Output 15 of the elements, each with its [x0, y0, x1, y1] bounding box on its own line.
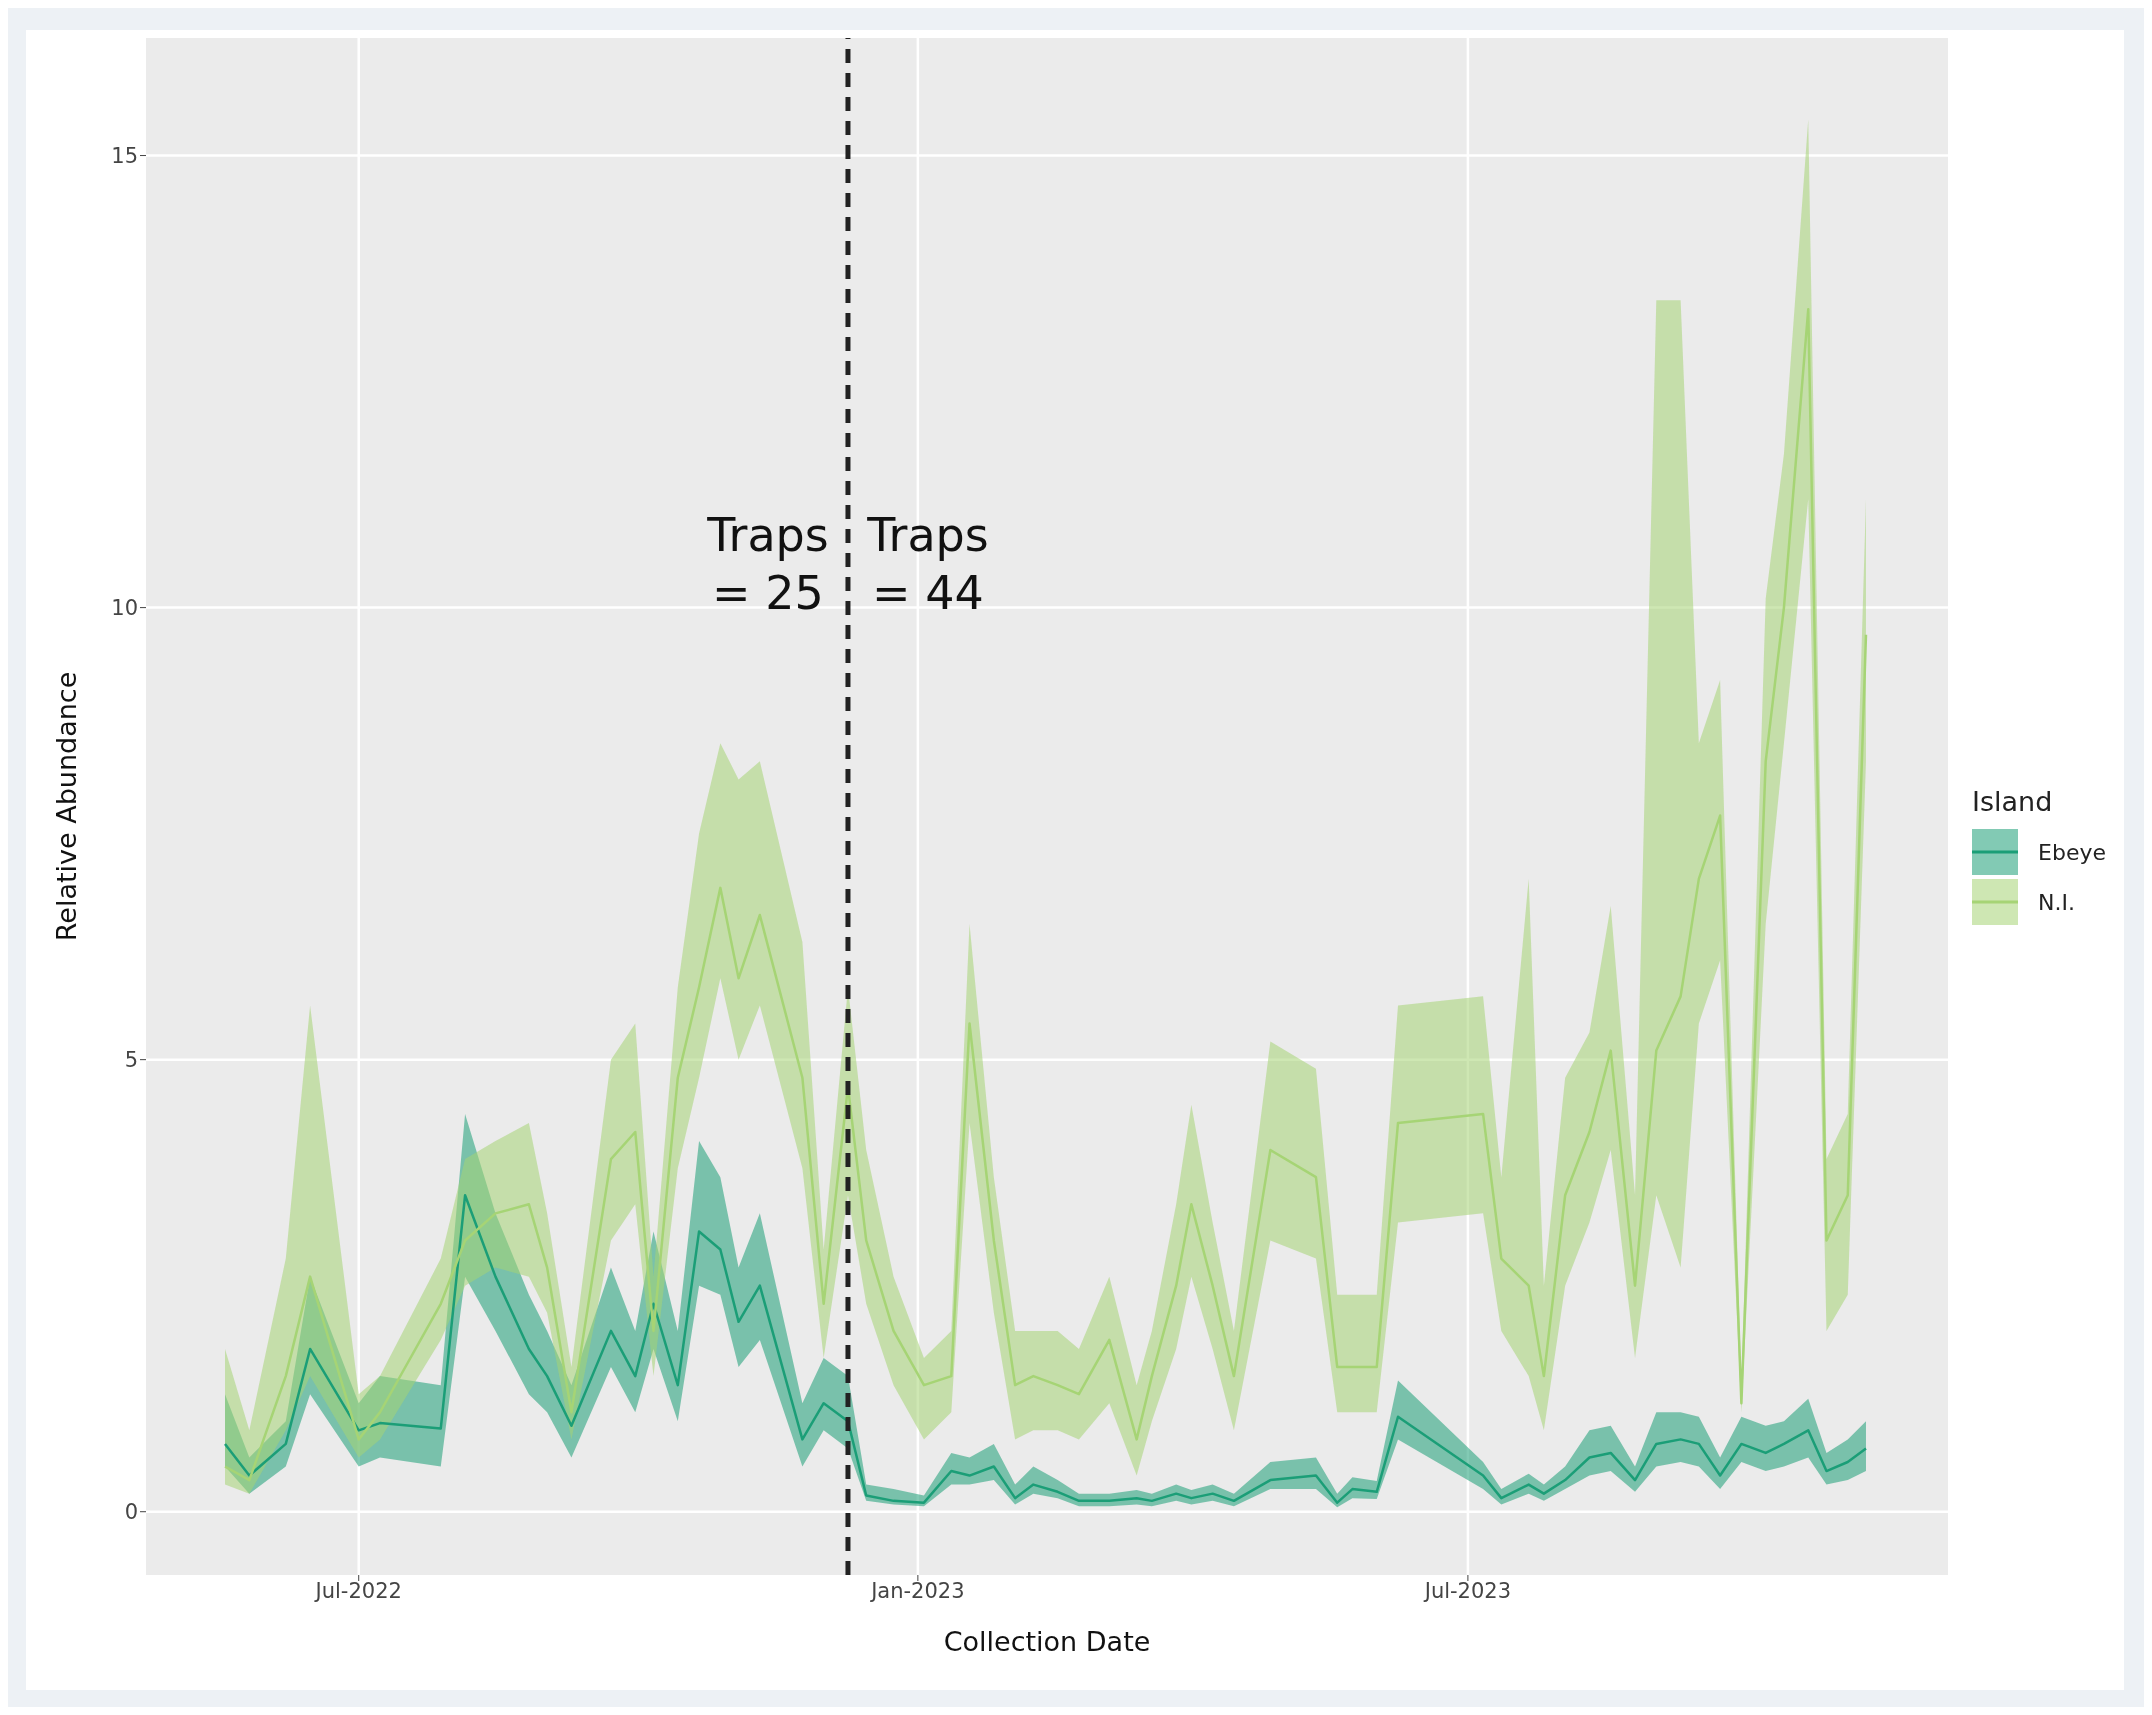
x-axis-title: Collection Date [943, 1626, 1151, 1657]
legend-label: Ebeye [2038, 839, 2106, 865]
x-tick-label: Jul-2023 [1422, 1578, 1512, 1603]
line-series [223, 1194, 1868, 1504]
legend-label: N.I. [2038, 889, 2075, 915]
annotation: Traps = 25 [706, 507, 829, 620]
y-tick-label: 0 [124, 1500, 138, 1525]
y-tick-label: 5 [124, 1048, 138, 1073]
y-tick-label: 10 [111, 596, 138, 621]
annotation: Traps = 44 [866, 507, 989, 620]
x-tick-label: Jan-2023 [869, 1578, 965, 1603]
legend-title: Island [1972, 786, 2054, 817]
y-axis-title: Relative Abundance [50, 671, 82, 942]
x-tick-label: Jul-2022 [313, 1578, 402, 1603]
y-tick-label: 15 [111, 143, 138, 168]
